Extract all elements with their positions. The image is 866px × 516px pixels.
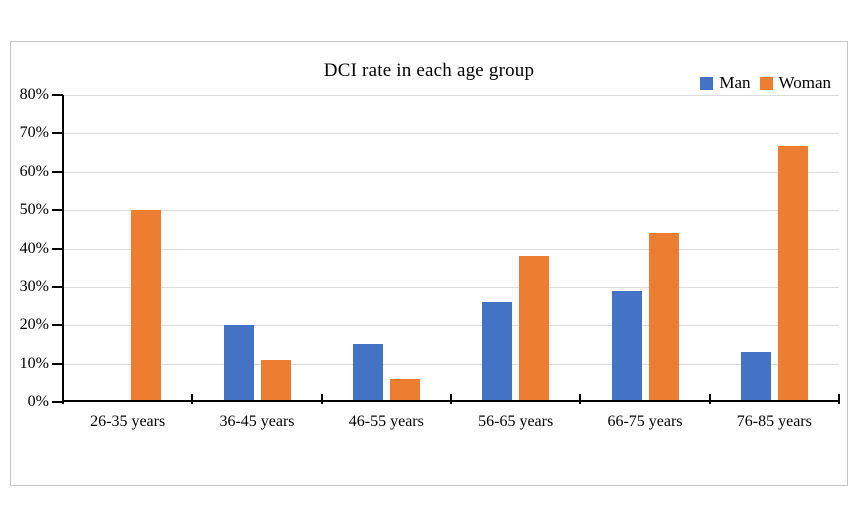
x-axis-category-label-4: 66-75 years — [607, 413, 683, 430]
y-axis-tick-10 — [52, 362, 63, 365]
gridline-50 — [63, 210, 839, 212]
y-axis-tick-50 — [52, 209, 63, 212]
x-axis-category-label-0: 26-35 years — [90, 413, 166, 430]
y-axis-label-10: 10% — [19, 354, 49, 372]
bar-woman-4 — [648, 233, 679, 402]
y-axis-label-0: 0% — [27, 393, 49, 410]
y-axis-label-20: 20% — [19, 316, 49, 334]
x-axis-tick-1 — [191, 394, 194, 404]
bar-man-2 — [352, 344, 383, 402]
y-axis-tick-30 — [52, 285, 63, 288]
x-axis-category-label-1: 36-45 years — [219, 413, 295, 430]
x-axis-tick-2 — [320, 394, 323, 404]
gridline-20 — [63, 325, 839, 327]
y-axis-label-40: 40% — [19, 239, 49, 257]
x-axis-tick-4 — [579, 394, 582, 404]
gridline-70 — [63, 133, 839, 135]
x-axis-tick-0 — [62, 394, 64, 404]
chart-figure: DCI rate in each age group Man Woman 0% 1… — [10, 41, 848, 486]
gridline-80 — [63, 95, 839, 96]
legend-label-man: Man — [719, 73, 751, 92]
gridline-60 — [63, 171, 839, 173]
y-axis-tick-70 — [52, 132, 63, 135]
x-axis-category-label-5: 76-85 years — [736, 413, 812, 430]
y-axis-line — [62, 95, 64, 402]
bar-woman-3 — [519, 256, 550, 402]
y-axis-tick-0 — [52, 401, 63, 403]
legend-swatch-man-icon — [700, 76, 714, 90]
bar-woman-2 — [389, 378, 420, 402]
y-axis-label-30: 30% — [19, 277, 49, 295]
y-axis-tick-80 — [52, 94, 63, 96]
bar-woman-0 — [131, 210, 162, 402]
x-axis-tick-3 — [450, 394, 452, 404]
x-axis-category-label-2: 46-55 years — [348, 413, 424, 430]
bar-man-3 — [482, 302, 513, 402]
y-axis-label-50: 50% — [19, 201, 49, 219]
bar-woman-1 — [260, 359, 291, 402]
bar-man-1 — [223, 325, 254, 402]
y-axis-label-70: 70% — [19, 124, 49, 142]
legend-swatch-woman-icon — [759, 76, 773, 90]
gridline-40 — [63, 248, 839, 250]
bar-woman-5 — [777, 146, 808, 402]
y-axis-tick-60 — [52, 170, 63, 173]
gridline-30 — [63, 286, 839, 288]
legend-item-man: Man — [700, 73, 751, 93]
legend-label-woman: Woman — [778, 73, 831, 92]
chart-legend: Man Woman — [700, 73, 831, 93]
legend-item-woman: Woman — [759, 73, 831, 93]
plot-area: 0% 10% 20% 30% 40% 50% 60% 70% 80% 26-35 years 36-… — [20, 86, 840, 430]
bar-man-4 — [611, 290, 642, 402]
y-axis-tick-20 — [52, 324, 63, 327]
y-axis-label-60: 60% — [19, 162, 49, 180]
bar-man-5 — [740, 352, 771, 402]
chart-title: DCI rate in each age group — [323, 60, 535, 81]
x-axis-category-label-3: 56-65 years — [478, 413, 554, 430]
x-axis-tick-5 — [708, 394, 711, 404]
x-axis-tick-6 — [838, 394, 840, 404]
y-axis-label-80: 80% — [19, 86, 49, 103]
gridline-10 — [63, 363, 839, 365]
y-axis-tick-40 — [52, 247, 63, 250]
